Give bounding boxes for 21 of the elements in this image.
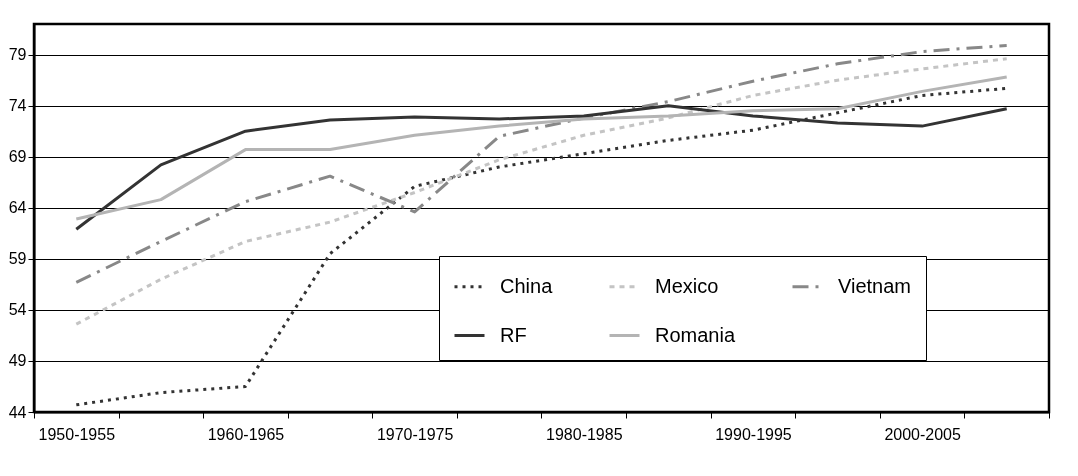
y-tick-label: 49 [8, 352, 27, 370]
line-series [74, 57, 1009, 326]
x-tick-label: 1970-1975 [376, 425, 454, 443]
legend-label: RF [500, 323, 527, 346]
x-tick-label: 1980-1985 [546, 425, 623, 443]
y-tick-label: 59 [8, 250, 27, 268]
y-tick-label: 74 [8, 97, 27, 115]
x-tick-label: 2000-2005 [884, 425, 961, 443]
x-tick-label: 1960-1965 [207, 425, 285, 443]
y-tick-label: 69 [8, 148, 27, 166]
y-tick-label: 54 [8, 301, 27, 319]
legend-label: Mexico [655, 274, 719, 297]
legend-label: Vietnam [838, 274, 912, 297]
y-tick-label: 64 [8, 199, 27, 217]
x-tick-label: 1950-1955 [38, 425, 116, 443]
line-series [74, 75, 1009, 221]
x-tick-label: 1990-1995 [715, 425, 792, 443]
legend-label: Romania [655, 323, 736, 346]
y-tick-label: 44 [8, 403, 27, 421]
y-tick-label: 79 [8, 46, 27, 64]
legend-label: China [500, 274, 554, 297]
